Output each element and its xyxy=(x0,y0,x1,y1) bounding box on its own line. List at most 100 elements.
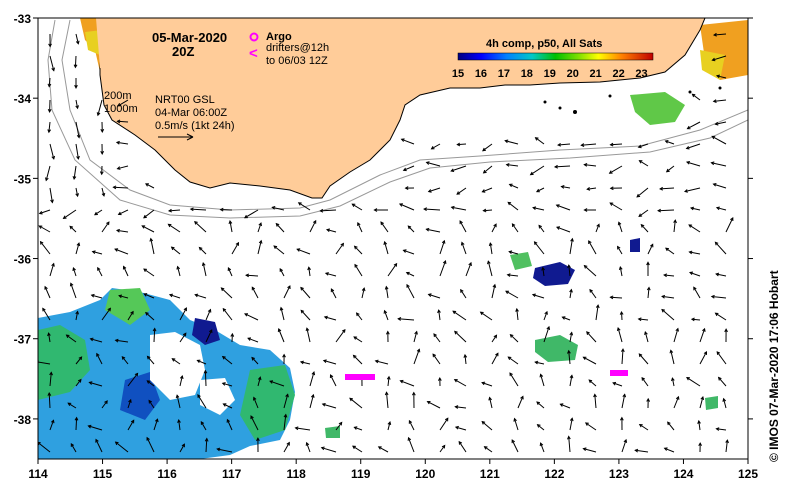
current-vector-head xyxy=(323,315,328,320)
drifter-track xyxy=(610,370,628,376)
current-vector xyxy=(75,311,79,321)
current-vector xyxy=(439,445,446,453)
current-vector-head xyxy=(51,67,55,72)
current-vector xyxy=(660,187,675,190)
lon-tick-label: 116 xyxy=(157,467,177,481)
current-vector xyxy=(75,187,79,197)
colorbar-tick-label: 23 xyxy=(635,68,647,80)
current-vector xyxy=(686,377,701,387)
current-vector-head xyxy=(669,349,674,354)
current-vector-head xyxy=(426,401,431,405)
current-vector-head xyxy=(482,208,487,213)
current-vector-head xyxy=(458,440,463,445)
current-vector-head xyxy=(425,161,430,165)
current-vector xyxy=(664,274,675,277)
current-vector-head xyxy=(305,441,310,446)
current-vector xyxy=(49,420,54,431)
current-vector xyxy=(641,377,649,387)
current-vector-head xyxy=(416,348,421,353)
current-vector xyxy=(70,283,77,299)
current-vector xyxy=(639,424,649,431)
current-vector-head xyxy=(437,376,442,381)
current-vector-head xyxy=(646,286,651,291)
current-vector-head xyxy=(622,393,627,398)
current-vector-head xyxy=(325,228,331,233)
current-vector-head xyxy=(582,447,587,451)
lon-tick-label: 120 xyxy=(415,467,435,481)
current-vector-head xyxy=(444,417,449,422)
current-vector-head xyxy=(454,425,459,430)
current-vector-head xyxy=(247,337,252,341)
current-vector xyxy=(127,311,134,321)
current-vector xyxy=(586,331,597,343)
current-vector-head xyxy=(353,336,358,340)
current-vector xyxy=(639,160,649,167)
current-vector xyxy=(283,394,289,409)
current-vector-head xyxy=(504,139,509,144)
current-vector xyxy=(481,421,493,431)
current-vector-head xyxy=(634,448,639,453)
current-vector-head xyxy=(106,221,110,226)
current-vector xyxy=(176,395,181,409)
current-vector-head xyxy=(408,419,413,424)
current-vector-head xyxy=(400,138,405,142)
current-vector-head xyxy=(307,266,312,271)
current-vector-head xyxy=(297,202,302,206)
current-vector-head xyxy=(130,310,134,315)
current-vector-head xyxy=(50,199,54,204)
current-vector xyxy=(251,287,259,299)
current-vector-head xyxy=(244,313,249,317)
current-vector-head xyxy=(387,420,392,426)
current-vector-head xyxy=(507,356,512,361)
current-vector-head xyxy=(128,398,132,403)
current-vector-head xyxy=(47,332,51,337)
lon-tick-label: 123 xyxy=(609,467,629,481)
current-vector xyxy=(716,351,727,365)
current-vector xyxy=(569,418,573,431)
current-vector-head xyxy=(39,240,44,245)
current-vector xyxy=(489,397,493,409)
current-vector-head xyxy=(145,311,149,316)
current-vector-head xyxy=(640,223,645,228)
current-vector-head xyxy=(567,349,571,354)
current-vector xyxy=(67,402,77,409)
current-vector-head xyxy=(441,239,446,244)
current-vector-head xyxy=(663,273,668,278)
current-vector-head xyxy=(427,293,432,297)
current-vector xyxy=(91,294,103,299)
current-vector-head xyxy=(134,372,139,377)
current-vector xyxy=(335,329,346,343)
current-vector xyxy=(361,288,365,299)
current-vector-head xyxy=(686,377,690,381)
current-vector xyxy=(257,240,262,255)
current-vector xyxy=(273,245,285,255)
current-vector xyxy=(594,394,597,409)
current-vector xyxy=(673,396,679,409)
current-vector-head xyxy=(194,293,199,298)
current-vector xyxy=(171,246,181,255)
current-vector xyxy=(63,209,77,219)
current-vector xyxy=(540,374,545,387)
drifter-track xyxy=(345,374,375,380)
current-vector xyxy=(297,248,311,255)
current-vector xyxy=(179,333,187,343)
current-vector-head xyxy=(665,247,669,252)
current-vector-head xyxy=(529,171,534,176)
current-vector xyxy=(716,428,727,431)
current-vector-head xyxy=(221,355,226,360)
current-vector xyxy=(716,273,727,277)
current-vector xyxy=(711,162,727,167)
current-vector-head xyxy=(198,246,203,251)
current-vector xyxy=(97,99,103,116)
current-vector xyxy=(116,229,129,233)
current-vector-head xyxy=(204,437,209,442)
current-vector xyxy=(335,243,344,255)
current-vector xyxy=(231,242,239,255)
current-vector-head xyxy=(532,206,537,210)
current-vector-head xyxy=(488,242,493,247)
current-vector-head xyxy=(319,208,324,213)
current-vector xyxy=(353,336,363,343)
current-vector xyxy=(101,187,105,197)
current-vector xyxy=(718,377,727,387)
current-vector-head xyxy=(722,397,727,402)
